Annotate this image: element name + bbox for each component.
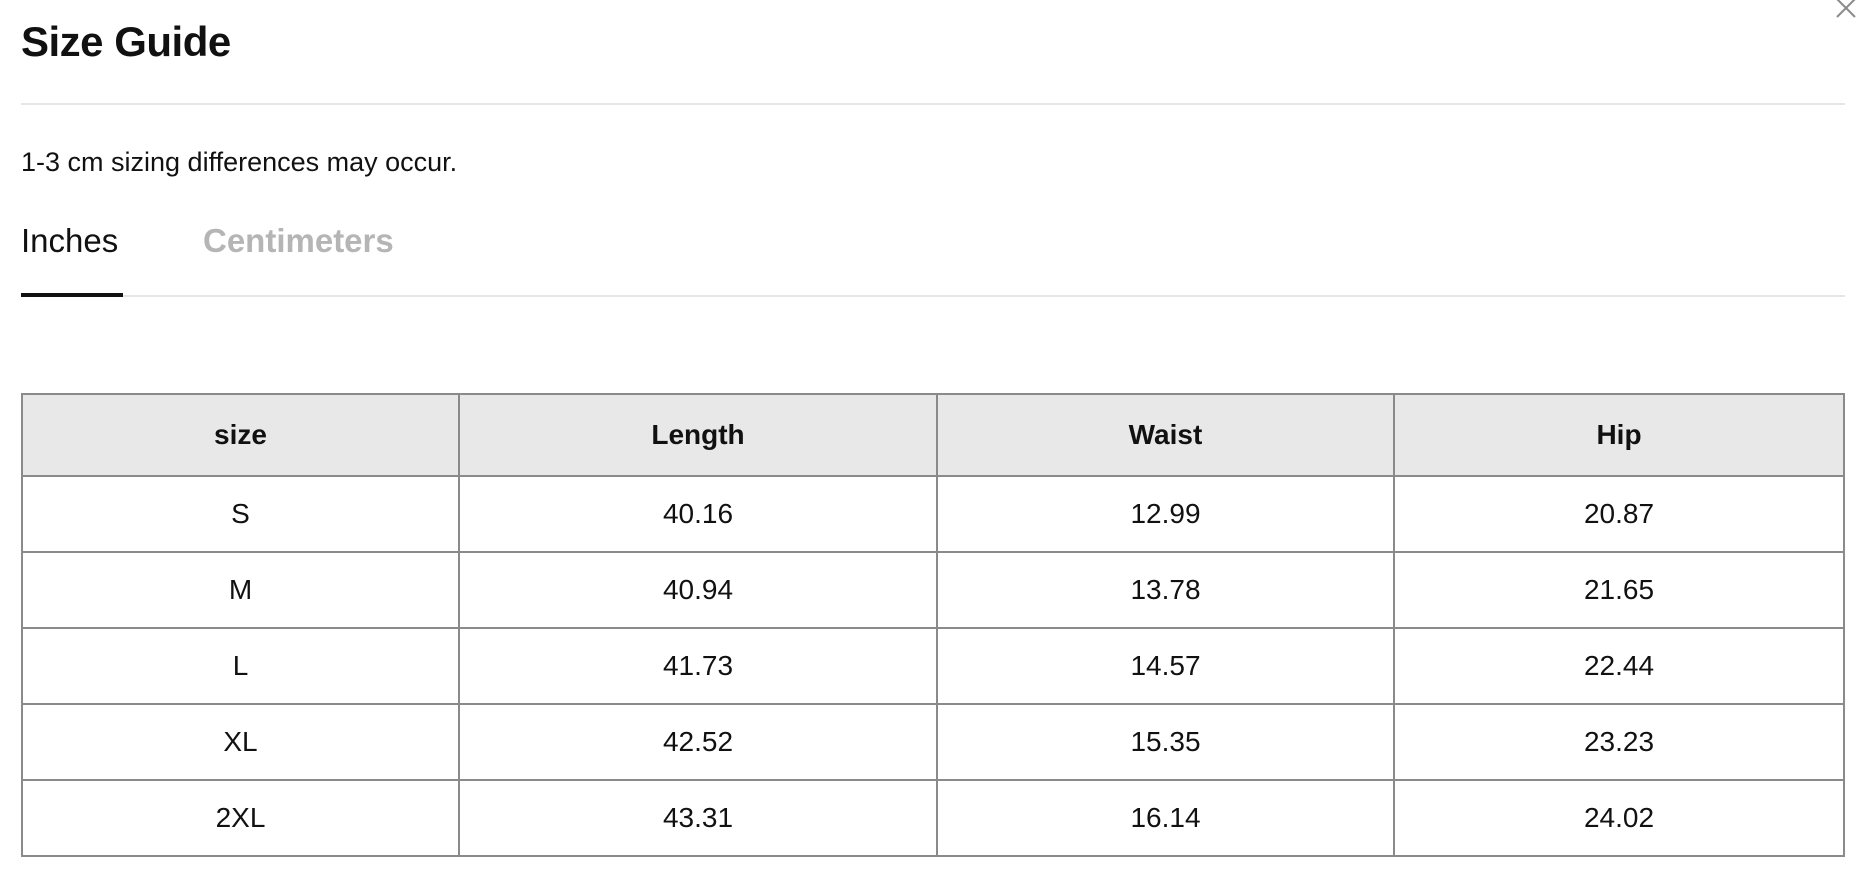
- sizing-note: 1-3 cm sizing differences may occur.: [21, 147, 458, 177]
- cell-size: M: [21, 551, 460, 629]
- cell-hip: 23.23: [1393, 703, 1845, 781]
- table-header-row: size Length Waist Hip: [21, 393, 1845, 477]
- table-row: XL 42.52 15.35 23.23: [21, 703, 1845, 781]
- cell-size: 2XL: [21, 779, 460, 857]
- cell-hip: 24.02: [1393, 779, 1845, 857]
- tab-inches[interactable]: Inches: [21, 222, 119, 259]
- cell-length: 43.31: [458, 779, 938, 857]
- cell-hip: 22.44: [1393, 627, 1845, 705]
- page-title: Size Guide: [21, 18, 231, 65]
- cell-length: 42.52: [458, 703, 938, 781]
- tab-centimeters[interactable]: Centimeters: [203, 222, 394, 259]
- header-waist: Waist: [936, 393, 1395, 477]
- cell-size: XL: [21, 703, 460, 781]
- table-row: M 40.94 13.78 21.65: [21, 551, 1845, 629]
- cell-size: L: [21, 627, 460, 705]
- cell-waist: 14.57: [936, 627, 1395, 705]
- cell-length: 41.73: [458, 627, 938, 705]
- cell-waist: 13.78: [936, 551, 1395, 629]
- header-size: size: [21, 393, 460, 477]
- header-length: Length: [458, 393, 938, 477]
- cell-hip: 21.65: [1393, 551, 1845, 629]
- cell-length: 40.94: [458, 551, 938, 629]
- cell-size: S: [21, 475, 460, 553]
- cell-waist: 15.35: [936, 703, 1395, 781]
- active-tab-indicator: [21, 293, 123, 297]
- title-divider: [21, 103, 1845, 105]
- table-row: S 40.16 12.99 20.87: [21, 475, 1845, 553]
- close-icon[interactable]: [1834, 0, 1858, 20]
- cell-length: 40.16: [458, 475, 938, 553]
- cell-waist: 16.14: [936, 779, 1395, 857]
- table-row: 2XL 43.31 16.14 24.02: [21, 779, 1845, 857]
- cell-waist: 12.99: [936, 475, 1395, 553]
- table-row: L 41.73 14.57 22.44: [21, 627, 1845, 705]
- header-hip: Hip: [1393, 393, 1845, 477]
- tabs-divider: [21, 295, 1845, 297]
- cell-hip: 20.87: [1393, 475, 1845, 553]
- size-table: size Length Waist Hip S 40.16 12.99 20.87 M 4…: [21, 393, 1845, 857]
